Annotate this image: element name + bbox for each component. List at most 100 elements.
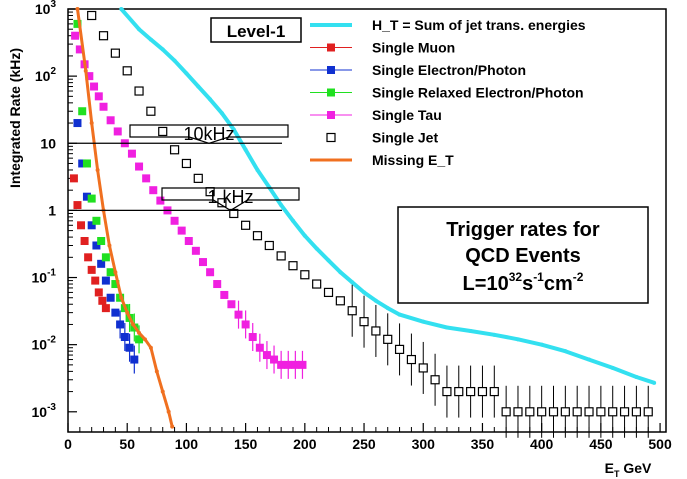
y-axis-label: Integrated Rate (kHz) xyxy=(7,48,23,188)
data-point xyxy=(430,375,440,385)
legend-label: H_T = Sum of jet trans. energies xyxy=(372,17,586,33)
data-point xyxy=(539,342,544,347)
data-point xyxy=(98,31,109,41)
luminosity-label: L=1032s-1cm-2 xyxy=(463,270,584,295)
data-point xyxy=(350,280,355,285)
threshold-label: 1 kHz xyxy=(207,187,253,207)
data-point xyxy=(69,174,78,183)
y-tick-label: 103 xyxy=(35,0,57,17)
data-point xyxy=(525,407,535,417)
data-point xyxy=(373,298,378,303)
data-point xyxy=(156,196,165,205)
data-point xyxy=(394,344,405,354)
data-point xyxy=(85,72,94,81)
data-point xyxy=(619,407,630,417)
data-point xyxy=(270,355,279,364)
data-point xyxy=(248,333,257,342)
data-point xyxy=(170,424,175,429)
data-point xyxy=(492,332,497,337)
data-point xyxy=(444,325,449,330)
data-point xyxy=(560,407,570,417)
series-6 xyxy=(75,7,175,429)
legend-swatch xyxy=(327,43,335,52)
data-point xyxy=(148,345,153,350)
threshold-markers: 10kHz 1 kHz xyxy=(68,124,300,212)
data-point xyxy=(80,237,89,246)
data-point xyxy=(596,407,606,417)
lumi-exp1: 32 xyxy=(509,270,523,284)
data-point xyxy=(610,365,615,370)
y-tick-exponent: 2 xyxy=(50,66,56,77)
data-point xyxy=(97,259,106,268)
y-tick-base: 10 xyxy=(40,135,56,151)
data-point xyxy=(131,322,136,327)
data-point xyxy=(193,173,203,183)
data-point xyxy=(243,147,248,152)
data-point xyxy=(83,68,88,73)
data-point xyxy=(154,369,159,374)
data-point xyxy=(148,37,153,42)
data-point xyxy=(572,407,582,417)
lumi-mid1: s xyxy=(522,273,533,295)
data-point xyxy=(73,201,82,210)
x-tick-label: 50 xyxy=(119,436,135,452)
data-point xyxy=(191,246,200,255)
data-point xyxy=(406,354,417,365)
data-point xyxy=(241,320,250,329)
data-point xyxy=(537,407,547,417)
data-point xyxy=(87,194,96,203)
data-point xyxy=(119,7,124,11)
series-3 xyxy=(73,19,144,354)
data-point xyxy=(149,186,158,195)
data-point xyxy=(643,407,653,417)
y-tick-base: 10 xyxy=(32,270,48,286)
data-point xyxy=(125,343,134,352)
data-point xyxy=(515,337,520,342)
data-point xyxy=(87,221,96,230)
x-axis-label: ET GeV xyxy=(605,460,652,479)
data-point xyxy=(326,258,331,263)
y-tick-label: 10-3 xyxy=(32,402,57,420)
data-point xyxy=(130,355,139,364)
legend-label: Single Jet xyxy=(372,130,438,146)
series-0 xyxy=(119,7,657,385)
data-point xyxy=(584,407,594,417)
data-point xyxy=(284,360,293,369)
data-point xyxy=(137,330,142,335)
data-point xyxy=(160,47,165,52)
legend-label: Single Electron/Photon xyxy=(372,62,526,78)
data-point xyxy=(84,253,93,262)
legend-label: Single Muon xyxy=(372,40,455,56)
level-label: Level-1 xyxy=(227,22,286,41)
series-1 xyxy=(69,174,110,313)
data-point xyxy=(177,226,186,235)
data-point xyxy=(468,328,473,333)
y-tick-exponent: -2 xyxy=(47,335,56,346)
data-point xyxy=(513,407,523,417)
data-point xyxy=(160,389,165,394)
data-point xyxy=(383,334,393,344)
data-point xyxy=(87,10,97,21)
data-point xyxy=(198,258,207,267)
legend-swatch xyxy=(327,66,335,74)
data-point xyxy=(359,317,369,327)
data-point xyxy=(135,162,144,171)
data-point xyxy=(276,251,286,261)
data-point xyxy=(181,158,192,169)
data-point xyxy=(291,360,300,369)
legend-swatch xyxy=(327,111,335,119)
y-tick-label: 10-2 xyxy=(32,335,57,353)
data-point xyxy=(120,333,129,342)
data-point xyxy=(290,218,295,223)
data-point xyxy=(634,374,639,379)
y-tick-label: 1 xyxy=(48,202,56,218)
y-tick-base: 10 xyxy=(35,1,51,17)
y-tick-label: 10 xyxy=(40,135,56,151)
data-point xyxy=(137,27,142,32)
data-point xyxy=(652,380,657,385)
data-point xyxy=(220,290,229,299)
data-point xyxy=(113,270,118,275)
x-tick-label: 500 xyxy=(648,436,672,452)
data-point xyxy=(184,237,193,246)
threshold-arrow xyxy=(161,187,300,212)
